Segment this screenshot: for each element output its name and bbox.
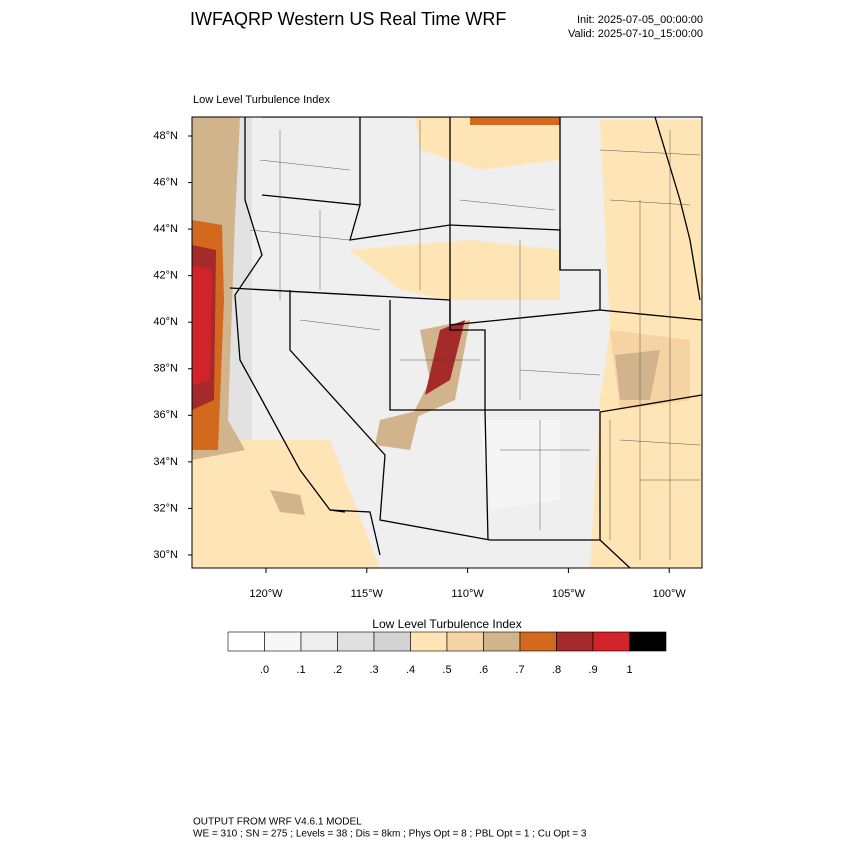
colorbar-box — [264, 631, 302, 652]
colorbar: .0 .1 .2 .3 .4 .5 .6 .7 .8 .9 1 — [227, 631, 667, 676]
lon-label: 105°W — [552, 588, 586, 600]
colorbar-label: .3 — [369, 664, 378, 676]
colorbar-box — [519, 631, 557, 652]
lat-label: 46°N — [153, 176, 178, 188]
colorbar-box — [446, 631, 484, 652]
colorbar-box — [373, 631, 411, 652]
colorbar-label: .2 — [333, 664, 342, 676]
colorbar-label: .6 — [479, 664, 488, 676]
lat-label: 38°N — [153, 363, 178, 375]
colorbar-title: Low Level Turbulence Index — [372, 617, 521, 631]
valid-time: Valid: 2025-07-10_15:00:00 — [568, 28, 703, 40]
colorbar-label: .1 — [296, 664, 305, 676]
lat-label: 42°N — [153, 270, 178, 282]
colorbar-box — [300, 631, 338, 652]
colorbar-box — [227, 631, 265, 652]
title: IWFAQRP Western US Real Time WRF — [190, 9, 506, 29]
lon-label: 110°W — [451, 588, 484, 600]
colorbar-box — [483, 631, 521, 652]
colorbar-box — [337, 631, 375, 652]
lat-label: 32°N — [153, 502, 178, 514]
footer-line: OUTPUT FROM WRF V4.6.1 MODEL — [193, 817, 362, 828]
colorbar-box — [629, 631, 667, 652]
longitude-labels: 120°W 115°W 110°W 105°W 100°W — [249, 568, 686, 600]
colorbar-label: .5 — [442, 664, 451, 676]
lon-label: 115°W — [351, 588, 384, 600]
colorbar-label: .9 — [588, 664, 597, 676]
lat-label: 40°N — [153, 316, 178, 328]
footer-line: WE = 310 ; SN = 275 ; Levels = 38 ; Dis … — [193, 829, 587, 840]
lat-label: 30°N — [153, 549, 178, 561]
colorbar-label: 1 — [626, 664, 632, 676]
colorbar-label: .7 — [515, 664, 524, 676]
map-label: Low Level Turbulence Index — [193, 94, 330, 106]
lon-label: 100°W — [653, 588, 687, 600]
lat-label: 34°N — [153, 456, 178, 468]
colorbar-label: .8 — [552, 664, 561, 676]
colorbar-label: .0 — [260, 664, 269, 676]
lat-label: 48°N — [153, 130, 178, 142]
colorbar-box — [410, 631, 448, 652]
colorbar-box — [592, 631, 630, 652]
lat-label: 36°N — [153, 409, 178, 421]
colorbar-box — [556, 631, 594, 652]
lon-label: 120°W — [249, 588, 283, 600]
init-time: Init: 2025-07-05_00:00:00 — [577, 14, 703, 26]
colorbar-label: .4 — [406, 664, 415, 676]
lat-label: 44°N — [153, 223, 178, 235]
map — [191, 116, 703, 569]
latitude-labels: 48°N 46°N 44°N 42°N 40°N 38°N 36°N 34°N 32°N 30°N — [153, 130, 192, 561]
